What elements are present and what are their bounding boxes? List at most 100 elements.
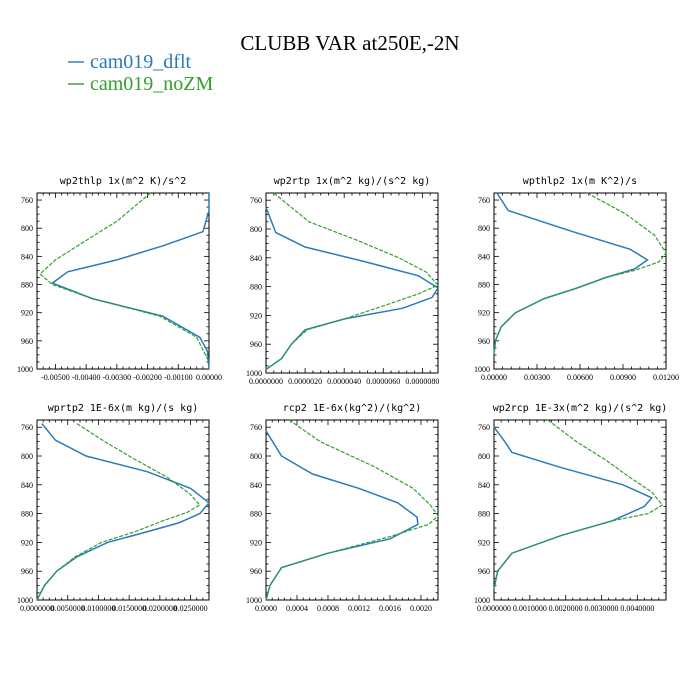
y-tick-label: 760	[21, 196, 33, 205]
y-tick-label: 880	[21, 510, 33, 519]
x-tick-label: 0.0020	[410, 604, 432, 613]
series-line-nozm	[39, 192, 210, 363]
x-tick-label: 0.0000000	[20, 604, 54, 613]
x-tick-label: -0.00200	[133, 373, 162, 382]
panel-2: wp2rtp 1x(m^2 kg)/(s^2 kg) 760 800 840 880 92…	[246, 176, 439, 386]
series-line-dflt	[265, 207, 440, 371]
legend-label-1: cam019_noZM	[90, 73, 214, 95]
y-tick-label: 840	[250, 481, 262, 490]
x-tick-label: 0.0040000	[620, 604, 654, 613]
panel-5: rcp2 1E-6x(kg^2)/(kg^2) 760 800 840 880 920 96…	[246, 403, 439, 613]
figure-title: CLUBB VAR at250E,-2N	[240, 31, 459, 55]
series-line-nozm	[265, 192, 440, 370]
x-tick-label: -0.00300	[103, 373, 132, 382]
axes-frame	[36, 419, 210, 601]
x-tick-label: 0.0012	[348, 604, 370, 613]
y-tick-label: 1000	[246, 369, 262, 378]
panel-title: wp2rcp 1E-3x(m^2 kg)/(s^2 kg)	[493, 403, 668, 414]
legend-label-0: cam019_dflt	[90, 51, 192, 73]
x-tick-label: -0.00100	[164, 373, 193, 382]
y-tick-label: 760	[478, 423, 490, 432]
axes-frame	[36, 192, 210, 370]
x-tick-label: 0.0000080	[405, 377, 439, 386]
y-tick-label: 920	[250, 311, 262, 320]
y-tick-label: 800	[250, 452, 262, 461]
y-tick-label: 960	[250, 567, 262, 576]
y-tick-label: 760	[21, 423, 33, 432]
y-tick-label: 920	[21, 538, 33, 547]
x-tick-label: 0.0000000	[477, 604, 511, 613]
y-tick-label: 920	[478, 538, 490, 547]
x-tick-label: 0.0000060	[366, 377, 400, 386]
y-tick-label: 960	[21, 567, 33, 576]
x-tick-label: 0.01200	[653, 373, 679, 382]
panel-title: wp2thlp 1x(m^2 K)/s^2	[60, 176, 186, 187]
panel-4: wprtp2 1E-6x(m kg)/(s kg) 760 800 840 880 920…	[17, 403, 211, 613]
y-tick-label: 760	[250, 423, 262, 432]
y-tick-label: 1000	[17, 365, 33, 374]
y-tick-label: 880	[478, 510, 490, 519]
x-tick-label: 0.0100000	[81, 604, 115, 613]
panel-title: wprtp2 1E-6x(m kg)/(s kg)	[48, 403, 199, 414]
x-tick-label: 0.0150000	[112, 604, 146, 613]
series-line-dflt	[493, 426, 653, 590]
x-tick-label: 0.0250000	[174, 604, 208, 613]
x-tick-label: 0.00000	[481, 373, 507, 382]
y-tick-label: 800	[478, 224, 490, 233]
x-tick-label: -0.00500	[41, 373, 70, 382]
x-tick-label: 0.0010000	[513, 604, 547, 613]
axes-frame	[493, 192, 667, 370]
x-tick-label: 0.0000020	[288, 377, 322, 386]
y-tick-label: 800	[478, 452, 490, 461]
x-tick-label: 0.0030000	[585, 604, 619, 613]
panel-title: wpthlp2 1x(m K^2)/s	[523, 176, 637, 187]
x-tick-label: 0.0004	[286, 604, 308, 613]
y-tick-label: 800	[21, 452, 33, 461]
y-tick-label: 760	[478, 196, 490, 205]
x-tick-label: 0.0050000	[51, 604, 85, 613]
y-tick-label: 1000	[474, 365, 490, 374]
panel-6: wp2rcp 1E-3x(m^2 kg)/(s^2 kg)760 800 840 88…	[474, 403, 667, 613]
axes-frame	[265, 419, 439, 601]
x-tick-label: -0.00400	[72, 373, 101, 382]
panel-3: wpthlp2 1x(m K^2)/s 760 800 840 880 920 960 100…	[474, 176, 679, 382]
y-tick-label: 960	[250, 340, 262, 349]
series-line-nozm	[493, 419, 664, 590]
x-tick-label: 0.00600	[567, 373, 593, 382]
y-tick-label: 840	[478, 481, 490, 490]
series-line-nozm	[36, 423, 201, 601]
axes-frame	[265, 192, 439, 374]
y-tick-label: 1000	[17, 596, 33, 605]
panel-title: wp2rtp 1x(m^2 kg)/(s^2 kg)	[274, 176, 431, 187]
x-tick-label: 0.0000040	[327, 377, 361, 386]
series-line-nozm	[493, 192, 667, 355]
y-tick-label: 1000	[474, 596, 490, 605]
series-line-dflt	[493, 192, 649, 355]
y-tick-label: 960	[478, 337, 490, 346]
y-tick-label: 840	[250, 254, 262, 263]
chart-panels: wp2thlp 1x(m^2 K)/s^2 760 800 840 880 920 960 1…	[17, 176, 679, 613]
y-tick-label: 880	[250, 283, 262, 292]
y-tick-label: 800	[250, 225, 262, 234]
y-tick-label: 880	[21, 281, 33, 290]
y-tick-label: 960	[478, 567, 490, 576]
y-tick-label: 880	[478, 281, 490, 290]
y-tick-label: 920	[250, 538, 262, 547]
y-tick-label: 760	[250, 196, 262, 205]
axes-frame	[493, 419, 667, 601]
y-tick-label: 840	[21, 481, 33, 490]
x-tick-label: 0.0020000	[549, 604, 583, 613]
y-tick-label: 840	[21, 252, 33, 261]
x-tick-label: 0.00300	[524, 373, 550, 382]
x-tick-label: 0.00000	[196, 373, 222, 382]
series-line-dflt	[36, 423, 211, 601]
y-tick-label: 920	[478, 309, 490, 318]
series-line-dflt	[50, 193, 210, 370]
y-tick-label: 960	[21, 337, 33, 346]
series-line-dflt	[265, 430, 419, 601]
x-tick-label: 0.0008	[317, 604, 339, 613]
y-tick-label: 920	[21, 309, 33, 318]
panel-title: rcp2 1E-6x(kg^2)/(kg^2)	[283, 403, 421, 414]
